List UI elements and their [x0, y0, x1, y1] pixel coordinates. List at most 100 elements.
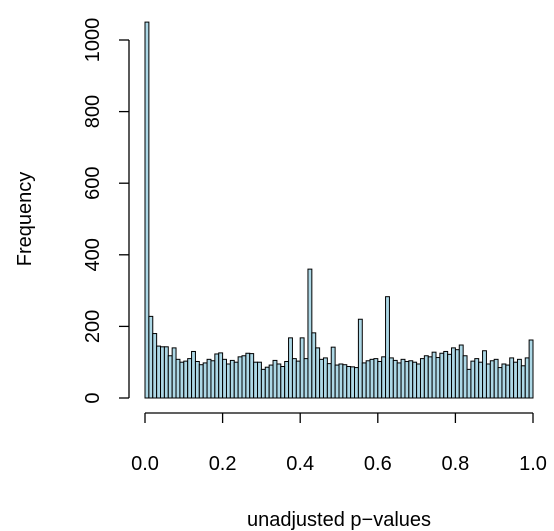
- histogram-bar: [396, 362, 402, 399]
- histogram-bar: [198, 364, 204, 399]
- histogram-bar: [229, 359, 235, 399]
- histogram-bar: [416, 363, 421, 399]
- histogram-bar: [447, 353, 453, 399]
- histogram-bar: [482, 350, 487, 399]
- histogram-bar: [167, 355, 173, 399]
- histogram-bar: [160, 346, 165, 399]
- histogram-bar: [272, 359, 278, 399]
- y-axis-title: Frequency: [14, 172, 36, 267]
- x-tick-label: 0.8: [441, 453, 469, 475]
- histogram-bar: [222, 358, 227, 399]
- histogram-bar: [513, 361, 518, 399]
- histogram-bar: [260, 368, 266, 399]
- y-tick-label: 400: [82, 238, 104, 271]
- histogram-bar: [381, 356, 387, 399]
- histogram-bar: [326, 363, 332, 399]
- histogram-bar: [206, 358, 212, 399]
- histogram-bar: [419, 358, 425, 399]
- histogram-bar: [291, 358, 297, 399]
- y-tick-label: 200: [82, 310, 104, 343]
- histogram-bar: [280, 365, 286, 399]
- histogram-bar: [369, 358, 375, 399]
- histogram-bar: [330, 346, 336, 399]
- histogram-bar: [357, 318, 363, 399]
- histogram-bar: [288, 337, 293, 399]
- histogram-bar: [435, 357, 441, 399]
- histogram-bar: [156, 345, 162, 399]
- histogram-bar: [489, 360, 495, 399]
- histogram-bar: [171, 347, 177, 399]
- histogram-bar: [233, 361, 239, 399]
- histogram-bar: [516, 358, 522, 399]
- histogram-bar: [249, 353, 255, 399]
- histogram-bar: [485, 363, 491, 399]
- histogram-bar: [365, 360, 371, 399]
- histogram-bar: [520, 365, 526, 399]
- histogram-bar: [322, 357, 328, 399]
- histogram-bar: [179, 361, 185, 399]
- histogram-bar: [408, 360, 414, 399]
- histogram-bar: [299, 337, 305, 399]
- histogram-bar: [392, 359, 398, 399]
- histogram-bar: [253, 361, 259, 399]
- histogram-bar: [194, 360, 200, 399]
- histogram-bar: [303, 358, 309, 399]
- histogram-bar: [338, 363, 344, 399]
- histogram-bar: [152, 333, 158, 399]
- y-tick-label: 600: [82, 167, 104, 200]
- histogram-bar: [210, 360, 216, 399]
- histogram-bar: [451, 347, 456, 399]
- histogram-bar: [268, 364, 274, 399]
- histogram-bar: [257, 361, 262, 399]
- histogram-bar: [334, 364, 340, 399]
- histogram-bar: [509, 357, 515, 399]
- histogram-bar: [183, 360, 189, 399]
- histogram-bar: [474, 358, 480, 399]
- histogram-bar: [214, 353, 220, 399]
- histogram-bar: [462, 355, 468, 399]
- y-tick-label: 1000: [82, 18, 104, 63]
- histogram-bar: [423, 355, 429, 399]
- histogram-bar: [443, 350, 449, 399]
- histogram-bar: [264, 366, 270, 399]
- histogram-bar: [276, 363, 282, 399]
- histogram-bar: [241, 355, 247, 399]
- histogram-bar: [501, 363, 507, 399]
- histogram-bar: [148, 315, 154, 399]
- histogram-bar: [528, 339, 534, 399]
- histogram-bar: [191, 350, 196, 399]
- histogram-bar: [295, 360, 301, 399]
- histogram-bar: [373, 358, 379, 399]
- histogram-bar: [466, 368, 472, 399]
- histogram-bar: [350, 366, 356, 399]
- histogram-bar: [385, 296, 390, 399]
- histogram-bar: [377, 360, 383, 399]
- histogram-bar: [315, 347, 321, 399]
- histogram-bar: [427, 356, 433, 399]
- histogram-bar: [218, 352, 224, 399]
- histogram-bar: [202, 362, 208, 399]
- x-tick-label: 0.2: [209, 453, 237, 475]
- histogram-bar: [388, 357, 394, 399]
- histogram-bar: [400, 358, 406, 399]
- histogram-bar: [412, 361, 418, 399]
- histogram-bar: [470, 360, 476, 399]
- x-tick-label: 1.0: [519, 453, 547, 475]
- x-axis-title: unadjusted p−values: [247, 509, 431, 531]
- histogram-bar: [237, 356, 243, 399]
- histogram-bar: [225, 363, 231, 399]
- histogram-bar: [431, 351, 437, 399]
- histogram-bar: [493, 358, 499, 399]
- histogram-bar: [245, 352, 251, 399]
- histogram-bar: [284, 360, 290, 399]
- histogram-bars: [144, 21, 534, 399]
- histogram-bar: [311, 332, 317, 399]
- y-axis: 0 200 400 600 800 1000: [82, 18, 130, 404]
- histogram-bar: [439, 352, 445, 399]
- histogram-bar: [319, 358, 324, 399]
- y-tick-label: 800: [82, 95, 104, 128]
- histogram-bar: [346, 365, 352, 399]
- histogram-bar: [175, 358, 181, 399]
- histogram-bar: [307, 268, 313, 399]
